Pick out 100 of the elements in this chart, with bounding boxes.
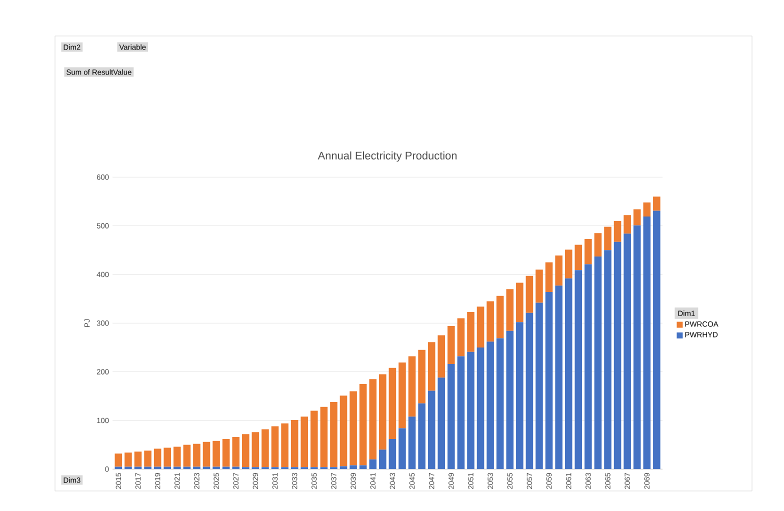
bar (154, 448, 162, 467)
bar (369, 459, 377, 470)
bar (154, 466, 162, 470)
bar (438, 378, 446, 470)
bar (232, 466, 240, 470)
bar (379, 450, 386, 470)
bar (438, 335, 446, 378)
bar (555, 255, 562, 286)
bar (526, 276, 534, 313)
bar (202, 442, 210, 467)
bar (633, 225, 641, 470)
bar (388, 438, 396, 470)
bar (193, 444, 200, 467)
bar (418, 403, 426, 470)
bar (486, 301, 494, 342)
bar (536, 302, 543, 470)
bar (350, 391, 357, 466)
bar (134, 466, 142, 470)
bar (398, 362, 406, 428)
bar (594, 256, 602, 470)
bar (359, 384, 367, 466)
bar (506, 289, 514, 331)
bar (614, 242, 622, 470)
bar (653, 210, 660, 470)
bar (545, 292, 553, 470)
bar (379, 374, 386, 450)
bar (467, 352, 474, 470)
bar (496, 296, 504, 338)
bar (193, 466, 200, 470)
bar (124, 452, 132, 467)
bar (114, 466, 122, 470)
bar (643, 216, 651, 470)
bar (574, 244, 582, 270)
bar (359, 465, 367, 470)
bar (144, 450, 152, 467)
bar (242, 434, 250, 468)
bar (516, 322, 524, 470)
bar (222, 438, 230, 467)
bar (536, 270, 543, 303)
bar (183, 466, 191, 470)
bar (281, 423, 288, 468)
bar (594, 233, 602, 256)
bar (124, 466, 132, 470)
bar (271, 426, 279, 468)
bar (496, 338, 504, 470)
bar (290, 420, 298, 468)
bar (330, 402, 338, 468)
bar (526, 312, 534, 470)
bar (624, 234, 631, 470)
bar (564, 278, 572, 470)
bar (340, 466, 348, 470)
bar (584, 264, 592, 470)
bar (418, 350, 426, 404)
bar (369, 379, 377, 460)
bar (614, 220, 622, 242)
bar (516, 282, 524, 322)
bar (144, 466, 152, 470)
bar (340, 396, 348, 466)
bar (633, 209, 641, 226)
bar (457, 356, 465, 470)
bar (408, 356, 416, 417)
bar (476, 347, 484, 470)
bar (232, 437, 240, 467)
bar (164, 448, 172, 467)
bar (212, 466, 220, 470)
bar (173, 466, 181, 470)
bar (202, 466, 210, 470)
bar (388, 368, 396, 439)
bar (448, 326, 455, 364)
bar (574, 270, 582, 470)
bar (320, 406, 328, 468)
bar (173, 446, 181, 467)
bar (428, 342, 436, 391)
bar (564, 250, 572, 278)
bar (222, 466, 230, 470)
bar (408, 416, 416, 470)
bar (114, 454, 122, 467)
bar (134, 452, 142, 467)
bar (398, 428, 406, 470)
bar (555, 286, 562, 470)
bar (506, 330, 514, 470)
bar (310, 410, 318, 468)
bar (212, 440, 220, 467)
bar (486, 342, 494, 470)
bar (350, 465, 357, 470)
bar (448, 364, 455, 470)
bar (584, 238, 592, 264)
bar (183, 444, 191, 467)
bar (604, 250, 612, 470)
bar (476, 306, 484, 348)
bar (624, 215, 631, 234)
bar (604, 226, 612, 250)
bar (428, 390, 436, 470)
bar (300, 416, 308, 468)
chart-title: Annual Electricity Production (318, 151, 457, 162)
bar (643, 202, 651, 217)
bar (457, 318, 465, 356)
bar (252, 432, 260, 468)
bar (262, 429, 269, 468)
bar (653, 196, 660, 211)
